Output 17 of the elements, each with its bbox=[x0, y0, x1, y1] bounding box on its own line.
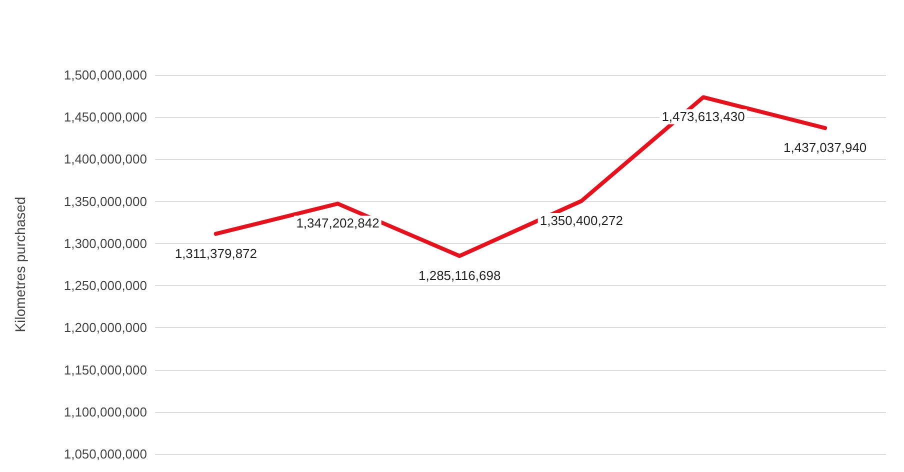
y-tick-label: 1,350,000,000 bbox=[64, 194, 147, 209]
y-tick-label: 1,450,000,000 bbox=[64, 110, 147, 125]
data-label: 1,350,400,272 bbox=[540, 212, 623, 228]
data-label: 1,285,116,698 bbox=[418, 268, 501, 283]
data-label: 1,473,613,430 bbox=[662, 109, 745, 124]
y-tick-label: 1,050,000,000 bbox=[64, 446, 147, 462]
data-label: 1,437,037,940 bbox=[784, 140, 867, 156]
y-tick-label: 1,300,000,000 bbox=[64, 236, 147, 251]
y-tick-label: 1,250,000,000 bbox=[64, 278, 147, 294]
y-tick-label: 1,500,000,000 bbox=[64, 68, 147, 82]
data-label: 1,347,202,842 bbox=[296, 216, 380, 231]
y-axis-title: Kilometres purchased bbox=[12, 196, 28, 332]
data-label: 1,311,379,872 bbox=[174, 246, 258, 261]
y-tick-label: 1,200,000,000 bbox=[64, 320, 147, 336]
y-tick-label: 1,100,000,000 bbox=[64, 404, 147, 420]
y-tick-label: 1,150,000,000 bbox=[64, 362, 147, 378]
y-tick-label: 1,400,000,000 bbox=[64, 152, 147, 167]
